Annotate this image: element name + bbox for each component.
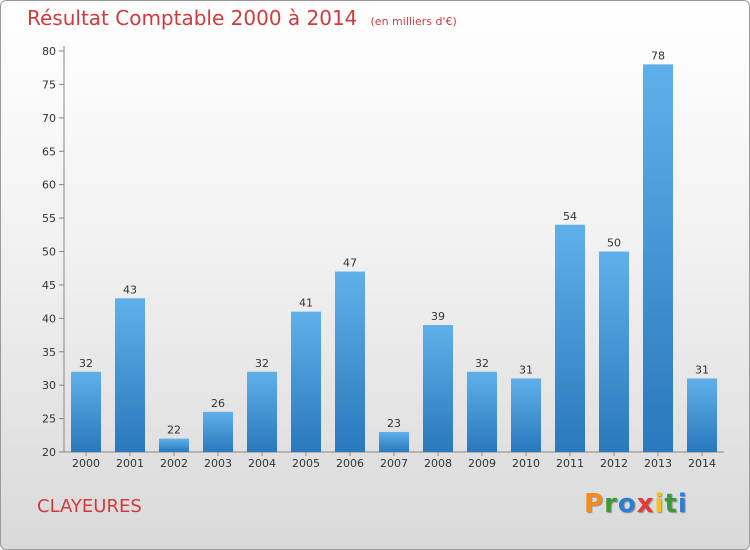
y-tick-label: 30 <box>42 379 56 392</box>
y-tick-label: 35 <box>42 346 56 359</box>
data-label-2006: 47 <box>343 257 357 270</box>
data-label-2003: 26 <box>211 397 225 410</box>
y-tick-label: 60 <box>42 179 56 192</box>
bar-2000 <box>71 371 101 452</box>
y-tick-label: 20 <box>42 446 56 459</box>
bar-2013 <box>643 64 673 452</box>
y-tick-label: 25 <box>42 413 56 426</box>
title-block: Résultat Comptable 2000 à 2014 (en milli… <box>27 6 457 30</box>
place-name: CLAYEURES <box>37 496 142 517</box>
x-tick-label: 2000 <box>72 457 100 470</box>
y-tick-label: 70 <box>42 112 56 125</box>
logo-letter: P <box>584 489 605 519</box>
x-tick-label: 2009 <box>468 457 496 470</box>
y-tick-label: 65 <box>42 145 56 158</box>
x-tick-label: 2011 <box>556 457 584 470</box>
data-label-2010: 31 <box>519 363 533 376</box>
bar-2011 <box>555 224 585 452</box>
logo-letter: i <box>677 489 688 519</box>
data-label-2004: 32 <box>255 357 269 370</box>
bar-2010 <box>511 378 541 452</box>
x-tick-label: 2003 <box>204 457 232 470</box>
data-label-2011: 54 <box>563 210 577 223</box>
logo-letter: x <box>636 489 655 519</box>
data-label-2008: 39 <box>431 310 445 323</box>
bar-2002 <box>159 438 189 452</box>
chart-title: Résultat Comptable 2000 à 2014 <box>27 6 358 30</box>
data-label-2005: 41 <box>299 297 313 310</box>
bar-2004 <box>247 371 277 452</box>
bar-2009 <box>467 371 497 452</box>
x-tick-label: 2007 <box>380 457 408 470</box>
x-tick-label: 2005 <box>292 457 320 470</box>
x-tick-label: 2014 <box>688 457 716 470</box>
logo-letter: o <box>617 489 637 519</box>
x-tick-label: 2010 <box>512 457 540 470</box>
x-tick-label: 2002 <box>160 457 188 470</box>
y-tick-label: 80 <box>42 45 56 58</box>
bar-2014 <box>687 378 717 452</box>
data-label-2013: 78 <box>651 49 665 62</box>
data-label-2002: 22 <box>167 424 181 437</box>
logo-letter: i <box>654 489 665 519</box>
bar-2006 <box>335 271 365 452</box>
bar-2008 <box>423 325 453 452</box>
x-tick-label: 2008 <box>424 457 452 470</box>
bars: 32 43 22 26 32 41 47 23 39 32 31 54 50 78 31 <box>71 49 717 452</box>
chart-subtitle: (en milliers d'€) <box>370 15 457 28</box>
x-tick-label: 2004 <box>248 457 276 470</box>
logo-letter: r <box>604 489 618 519</box>
data-label-2007: 23 <box>387 417 401 430</box>
x-tick-label: 2001 <box>116 457 144 470</box>
bar-chart: 20 25 30 35 40 45 50 55 60 65 70 75 80 2000 2001 2002 20… <box>42 45 724 470</box>
data-label-2014: 31 <box>695 363 709 376</box>
bar-2007 <box>379 431 409 452</box>
bar-2001 <box>115 298 145 452</box>
bar-2005 <box>291 311 321 452</box>
y-tick-label: 55 <box>42 212 56 225</box>
x-tick-label: 2012 <box>600 457 628 470</box>
bar-2003 <box>203 411 233 452</box>
axes: 20 25 30 35 40 45 50 55 60 65 70 75 80 2000 2001 2002 20… <box>42 45 724 470</box>
proxiti-logo: Proxiti <box>584 489 688 519</box>
data-label-2012: 50 <box>607 237 621 250</box>
y-tick-label: 75 <box>42 78 56 91</box>
y-tick-label: 50 <box>42 246 56 259</box>
data-label-2000: 32 <box>79 357 93 370</box>
logo-letter: t <box>664 489 678 519</box>
x-tick-label: 2013 <box>644 457 672 470</box>
data-label-2001: 43 <box>123 283 137 296</box>
y-tick-label: 45 <box>42 279 56 292</box>
data-label-2009: 32 <box>475 357 489 370</box>
y-tick-label: 40 <box>42 312 56 325</box>
bar-2012 <box>599 251 629 452</box>
x-tick-label: 2006 <box>336 457 364 470</box>
